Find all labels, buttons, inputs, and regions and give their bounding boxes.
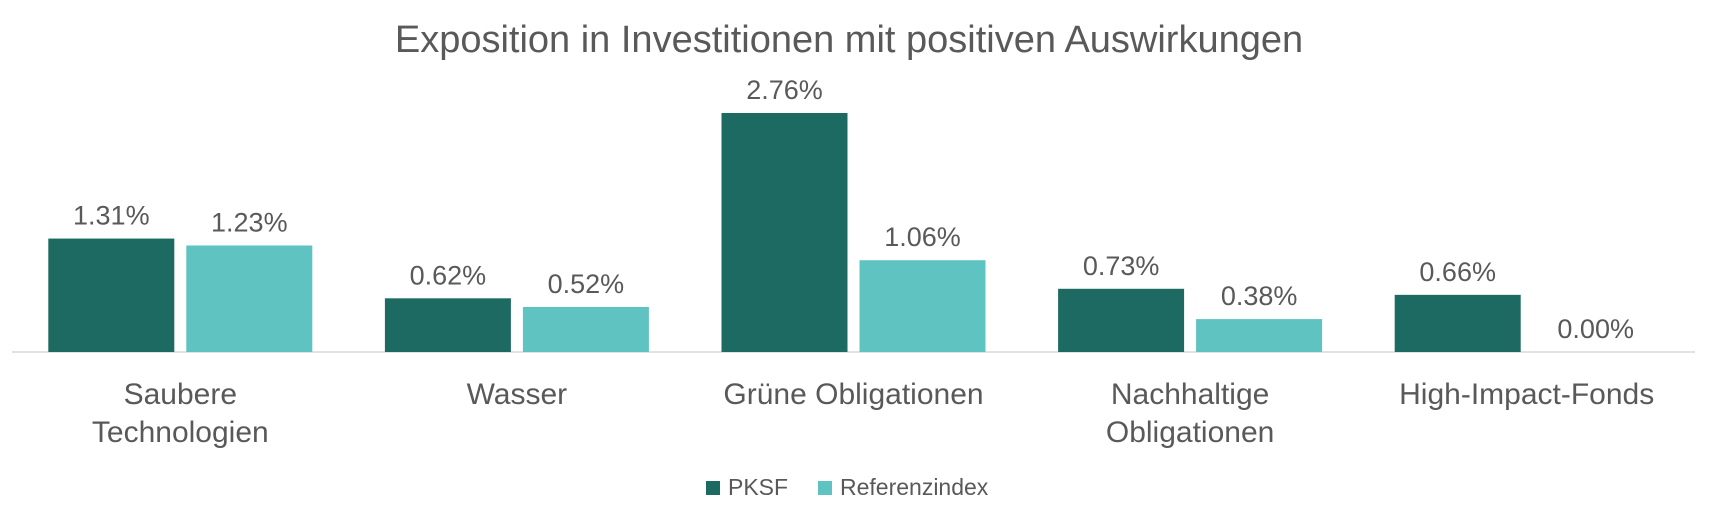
data-label-pksf-2: 2.76% [746,75,823,105]
data-label-referenzindex-1: 0.52% [548,269,625,299]
data-label-pksf-0: 1.31% [73,201,150,231]
data-labels-group: 1.31% 1.23% 0.62% 0.52% 2.76% 1.06% 0.73% 0.38%… [73,75,1634,344]
category-label-3-line-1: Obligationen [1106,416,1274,449]
category-label-2-line-0: Grüne Obligationen [723,378,983,411]
data-label-referenzindex-4: 0.00% [1557,314,1634,344]
category-label-0-line-1: Technologien [92,416,269,449]
legend: PKSF Referenzindex [706,474,989,500]
legend-swatch-referenzindex [818,481,832,495]
legend-swatch-pksf [706,481,720,495]
bar-pksf-4 [1394,294,1521,352]
bar-referenzindex-3 [1196,319,1323,352]
data-label-pksf-3: 0.73% [1083,251,1160,281]
data-label-referenzindex-2: 1.06% [884,222,961,252]
category-label-1-line-0: Wasser [467,378,568,411]
category-label-0-line-0: Saubere [124,378,237,411]
chart-title: Exposition in Investitionen mit positive… [395,19,1303,61]
data-label-referenzindex-3: 0.38% [1221,281,1298,311]
data-label-pksf-4: 0.66% [1419,257,1496,287]
legend-label-pksf: PKSF [728,474,788,500]
category-label-3-line-0: Nachhaltige [1111,378,1269,411]
bar-pksf-2 [721,113,848,352]
category-label-4-line-0: High-Impact-Fonds [1399,378,1654,411]
legend-label-referenzindex: Referenzindex [840,474,989,500]
data-label-pksf-1: 0.62% [410,260,487,290]
data-label-referenzindex-0: 1.23% [211,207,288,237]
bar-referenzindex-2 [859,260,986,352]
category-labels-group: Saubere Technologien Wasser Grüne Obligatio… [92,378,1654,449]
bar-referenzindex-1 [522,306,649,352]
bar-pksf-3 [1058,288,1185,352]
bar-pksf-1 [384,298,511,352]
bar-referenzindex-0 [186,245,313,352]
bars-group [48,113,1521,352]
bar-pksf-0 [48,238,175,352]
